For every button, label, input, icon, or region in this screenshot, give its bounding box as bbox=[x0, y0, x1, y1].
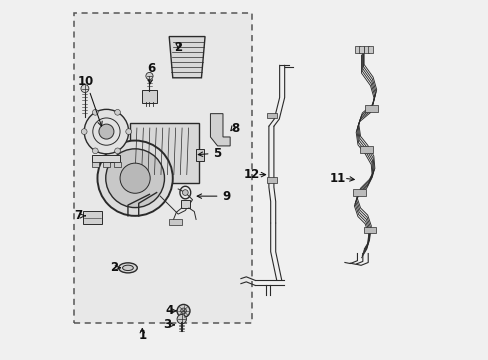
Text: 11: 11 bbox=[329, 172, 345, 185]
Polygon shape bbox=[169, 37, 204, 78]
Text: 10: 10 bbox=[78, 75, 102, 126]
FancyBboxPatch shape bbox=[142, 90, 157, 103]
Circle shape bbox=[97, 140, 172, 216]
Circle shape bbox=[81, 85, 89, 93]
Circle shape bbox=[115, 148, 120, 154]
FancyBboxPatch shape bbox=[367, 46, 372, 53]
Text: 7: 7 bbox=[74, 210, 85, 222]
Text: 8: 8 bbox=[231, 122, 239, 135]
FancyBboxPatch shape bbox=[92, 154, 120, 162]
FancyBboxPatch shape bbox=[354, 46, 359, 53]
FancyBboxPatch shape bbox=[168, 219, 182, 225]
Circle shape bbox=[120, 163, 150, 193]
Text: 4: 4 bbox=[165, 305, 173, 318]
Text: 2: 2 bbox=[174, 41, 182, 54]
Circle shape bbox=[81, 129, 87, 134]
FancyBboxPatch shape bbox=[102, 162, 110, 167]
Circle shape bbox=[180, 308, 186, 314]
Circle shape bbox=[125, 129, 131, 134]
FancyBboxPatch shape bbox=[359, 46, 364, 53]
Text: 5: 5 bbox=[198, 147, 221, 159]
Text: 6: 6 bbox=[147, 62, 155, 84]
FancyBboxPatch shape bbox=[92, 162, 99, 167]
Text: 12: 12 bbox=[243, 168, 259, 181]
Circle shape bbox=[105, 149, 164, 208]
Circle shape bbox=[182, 190, 188, 195]
Bar bbox=[365, 105, 378, 112]
Polygon shape bbox=[210, 114, 230, 146]
FancyBboxPatch shape bbox=[113, 162, 121, 167]
FancyBboxPatch shape bbox=[130, 123, 199, 183]
Ellipse shape bbox=[119, 263, 137, 273]
FancyBboxPatch shape bbox=[363, 46, 368, 53]
Bar bbox=[266, 177, 277, 183]
Bar bbox=[359, 146, 372, 153]
FancyBboxPatch shape bbox=[195, 149, 203, 161]
Text: 3: 3 bbox=[163, 318, 171, 331]
Circle shape bbox=[115, 109, 120, 115]
Bar bbox=[266, 113, 277, 118]
Text: 1: 1 bbox=[138, 329, 146, 342]
Ellipse shape bbox=[122, 265, 133, 271]
Circle shape bbox=[99, 124, 114, 139]
Text: 2: 2 bbox=[110, 261, 118, 274]
FancyBboxPatch shape bbox=[83, 211, 102, 225]
Circle shape bbox=[84, 109, 128, 154]
Bar bbox=[352, 189, 365, 196]
Circle shape bbox=[145, 72, 153, 80]
FancyBboxPatch shape bbox=[180, 200, 190, 208]
Circle shape bbox=[92, 109, 98, 115]
Bar bbox=[363, 227, 376, 233]
Circle shape bbox=[177, 305, 190, 318]
Circle shape bbox=[177, 315, 186, 324]
Text: 9: 9 bbox=[197, 190, 230, 203]
Circle shape bbox=[92, 148, 98, 154]
FancyBboxPatch shape bbox=[74, 13, 251, 323]
